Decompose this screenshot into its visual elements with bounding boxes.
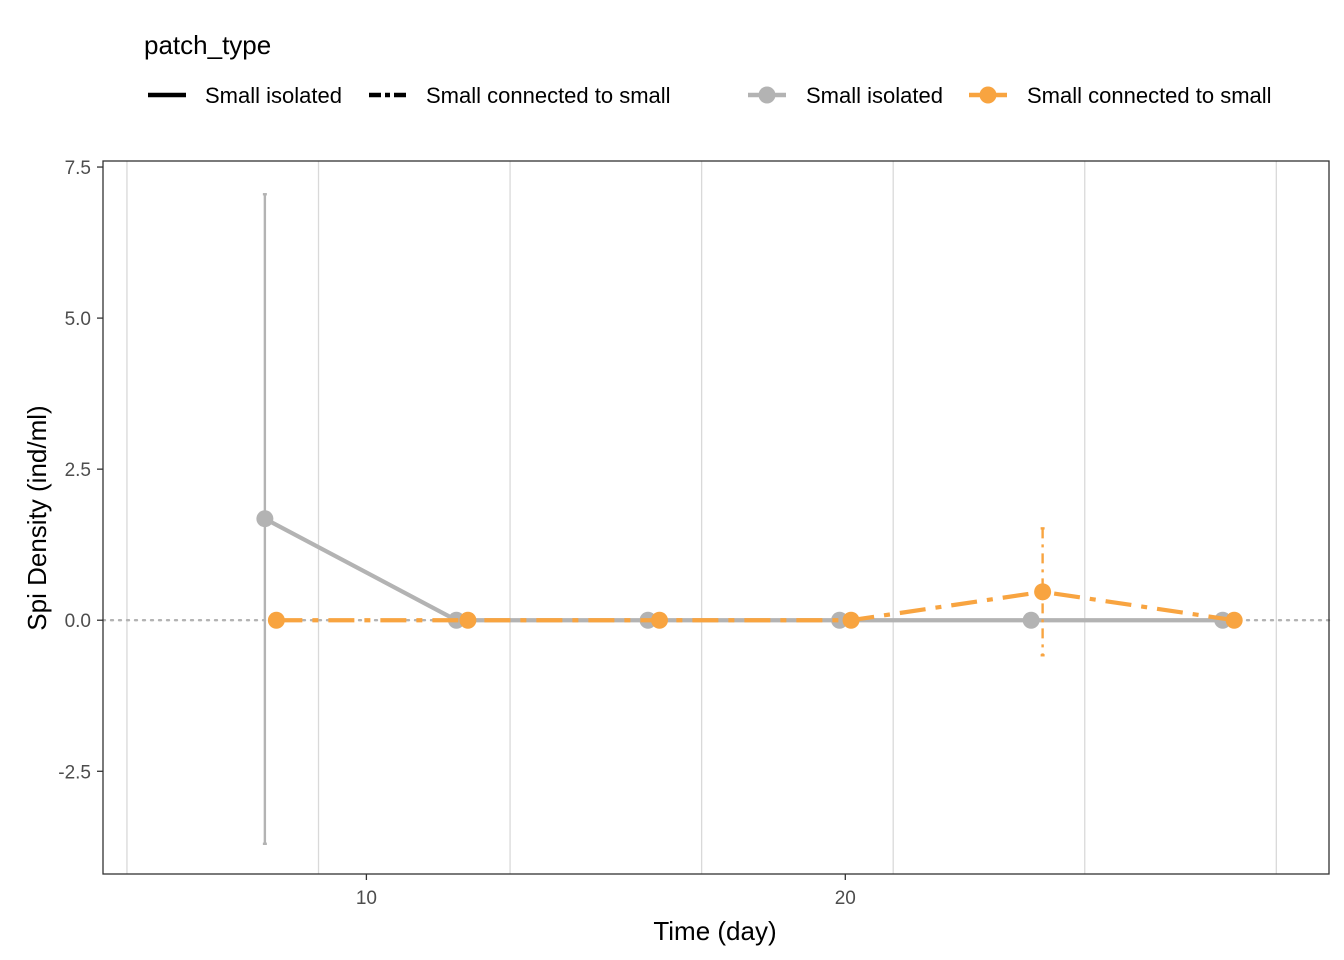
legend: patch_type Small isolated Small connected… [144,30,1272,108]
legend-label: Small isolated [205,83,342,108]
y-tick-label: 7.5 [65,158,91,179]
y-tick-label: 2.5 [65,460,91,481]
legend-label: Small isolated [806,83,943,108]
data-point [1034,583,1052,601]
y-axis-title: Spi Density (ind/ml) [22,405,52,630]
y-tick-label: -2.5 [58,762,91,783]
data-point [842,611,860,629]
series-small-connected-to-small [267,527,1243,657]
x-tick-label: 10 [356,888,377,909]
axes: 10 20 -2.5 0.0 2.5 5.0 7.5 [58,158,856,909]
y-tick-label: 0.0 [65,611,91,632]
y-tick-label: 5.0 [65,309,91,330]
data-point [267,611,285,629]
series-line [276,589,1235,623]
grid [126,161,1277,874]
x-axis-title: Time (day) [653,916,776,946]
legend-key-orange-point [979,86,997,104]
legend-key-grey-point [758,86,776,104]
panel-border [102,160,1330,875]
series-line [263,516,1223,623]
legend-label: Small connected to small [426,83,671,108]
x-tick-label: 20 [835,888,856,909]
legend-label: Small connected to small [1027,83,1272,108]
data-point [1022,611,1040,629]
data-point [650,611,668,629]
data-point [1225,611,1243,629]
data-point [459,611,477,629]
legend-title: patch_type [144,30,271,60]
data-point [256,510,274,528]
series [256,193,1243,845]
